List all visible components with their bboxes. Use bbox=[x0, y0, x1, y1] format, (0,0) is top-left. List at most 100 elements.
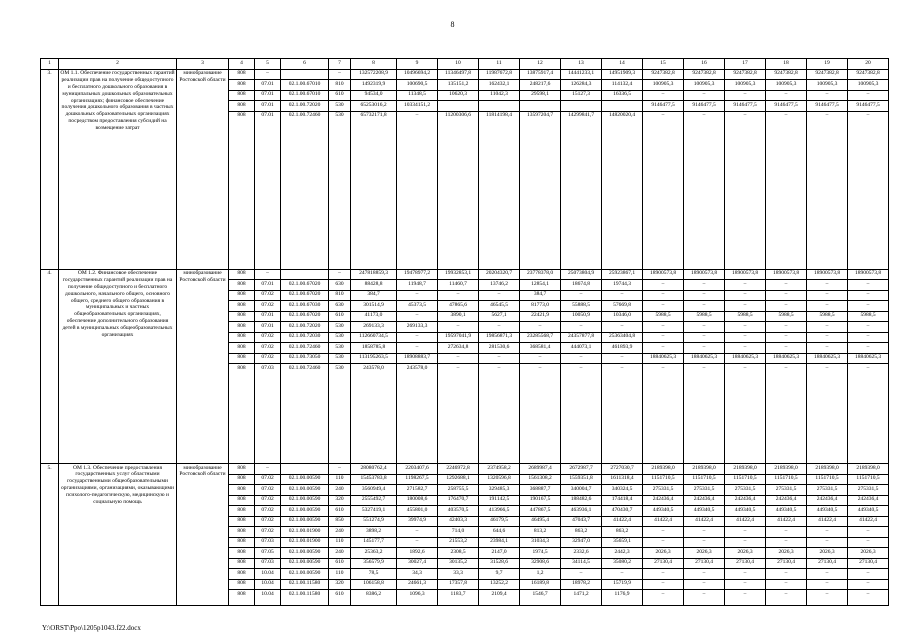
amount-cell: 2374958,2 bbox=[478, 463, 520, 475]
column-number: 13 bbox=[560, 58, 602, 70]
amount-cell: 18674,8 bbox=[560, 279, 602, 291]
rzpr-code: 07.01 bbox=[254, 110, 281, 270]
column-number: 2 bbox=[58, 58, 177, 70]
amount-cell: – bbox=[765, 89, 807, 101]
csr-code: 02.1.00.67010 bbox=[280, 79, 329, 91]
amount-cell: – bbox=[847, 342, 889, 354]
amount-cell: 449340,5 bbox=[683, 505, 725, 517]
amount-cell: – bbox=[642, 342, 684, 354]
amount-cell: – bbox=[642, 279, 684, 291]
amount-cell: 11200306,6 bbox=[437, 110, 479, 270]
amount-cell: 1561308,2 bbox=[519, 473, 561, 485]
amount-cell: 19744,3 bbox=[601, 279, 643, 291]
amount-cell: – bbox=[765, 526, 807, 538]
budget-line-row: 808 07.01 02.1.00.67020 610 41173,0–3890,1 56… bbox=[41, 310, 889, 322]
column-number: 9 bbox=[396, 58, 438, 70]
amount-cell: 1176,9 bbox=[601, 589, 643, 606]
csr-code: 02.1.00.67020 bbox=[280, 310, 329, 322]
amount-cell: – bbox=[724, 321, 766, 333]
budget-line-row: 808 07.02 02.1.00.72030 530 112660734,5–1959… bbox=[41, 331, 889, 343]
vr-code: 530 bbox=[328, 352, 351, 364]
amount-cell: 9146477,5 bbox=[724, 100, 766, 112]
amount-cell: – bbox=[683, 526, 725, 538]
amount-cell: 88428,8 bbox=[350, 279, 397, 291]
amount-cell: – bbox=[806, 526, 848, 538]
amount-cell: 2689987,4 bbox=[519, 463, 561, 475]
rzpr-code: 07.03 bbox=[254, 557, 281, 569]
amount-cell: – bbox=[560, 352, 602, 364]
amount-cell: 35659,1 bbox=[601, 536, 643, 548]
amount-cell: – bbox=[437, 289, 479, 301]
amount-cell: 5988,5 bbox=[642, 310, 684, 322]
amount-cell: – bbox=[683, 331, 725, 343]
amount-cell: – bbox=[724, 331, 766, 343]
amount-cell: 644,6 bbox=[478, 526, 520, 538]
grbs-code: 808 bbox=[228, 342, 255, 354]
amount-cell: 275331,5 bbox=[847, 484, 889, 496]
amount-cell: 17357,8 bbox=[437, 578, 479, 590]
amount-cell: 5988,5 bbox=[724, 310, 766, 322]
amount-cell: – bbox=[683, 89, 725, 101]
amount-cell: 470430,7 bbox=[601, 505, 643, 517]
budget-line-row: 808 10.04 02.1.00.11580 320 106158,8 24661,3 1… bbox=[41, 578, 889, 590]
amount-cell: – bbox=[765, 279, 807, 291]
amount-cell: 2308,5 bbox=[437, 547, 479, 559]
amount-cell: – bbox=[847, 331, 889, 343]
amount-cell: 100905,3 bbox=[847, 79, 889, 91]
amount-cell: – bbox=[437, 363, 479, 464]
column-number: 1 bbox=[40, 58, 59, 70]
vr-code: 610 bbox=[328, 310, 351, 322]
amount-cell: 176470,7 bbox=[437, 494, 479, 506]
amount-cell: 403570,5 bbox=[437, 505, 479, 517]
amount-cell: 413966,5 bbox=[478, 505, 520, 517]
vr-code: 530 bbox=[328, 363, 351, 464]
vr-code: 610 bbox=[328, 505, 351, 517]
amount-cell: – bbox=[642, 110, 684, 270]
amount-cell: – bbox=[642, 526, 684, 538]
grbs-code: 808 bbox=[228, 352, 255, 364]
amount-cell: 2727030,7 bbox=[601, 463, 643, 475]
amount-cell: 356579,9 bbox=[350, 557, 397, 569]
amount-cell: – bbox=[601, 321, 643, 333]
amount-cell: – bbox=[396, 110, 438, 270]
amount-cell: 20204320,7 bbox=[478, 268, 520, 280]
amount-cell: 281530,6 bbox=[478, 342, 520, 354]
amount-cell: 18978,2 bbox=[560, 578, 602, 590]
amount-cell: – bbox=[847, 289, 889, 301]
amount-cell: – bbox=[683, 300, 725, 312]
amount-cell: 275331,5 bbox=[683, 484, 725, 496]
executor: минобразование Ростовской области bbox=[176, 268, 229, 464]
amount-cell: 9146477,5 bbox=[765, 100, 807, 112]
amount-cell: – bbox=[806, 110, 848, 270]
amount-cell: 11460,7 bbox=[437, 279, 479, 291]
amount-cell: – bbox=[806, 289, 848, 301]
amount-cell: – bbox=[765, 331, 807, 343]
grbs-code: 808 bbox=[228, 100, 255, 112]
amount-cell: – bbox=[683, 536, 725, 548]
column-number: 11 bbox=[478, 58, 520, 70]
column-number: 6 bbox=[280, 58, 329, 70]
amount-cell: 42403,3 bbox=[437, 515, 479, 527]
column-number: 4 bbox=[228, 58, 255, 70]
amount-cell: – bbox=[806, 300, 848, 312]
amount-cell: 18840625,3 bbox=[765, 352, 807, 364]
amount-cell: 269133,3 bbox=[396, 321, 438, 333]
amount-cell: – bbox=[765, 321, 807, 333]
grbs-code: 808 bbox=[228, 536, 255, 548]
amount-cell: 100905,3 bbox=[683, 79, 725, 91]
amount-cell: – bbox=[683, 289, 725, 301]
amount-cell: – bbox=[806, 578, 848, 590]
column-number: 18 bbox=[765, 58, 807, 70]
grbs-code: 808 bbox=[228, 310, 255, 322]
amount-cell: – bbox=[847, 568, 889, 580]
amount-cell: 2203407,6 bbox=[396, 463, 438, 475]
amount-cell: 258755,5 bbox=[437, 484, 479, 496]
amount-cell: 449340,5 bbox=[724, 505, 766, 517]
vr-code: 320 bbox=[328, 494, 351, 506]
csr-code: 02.1.00.00590 bbox=[280, 547, 329, 559]
csr-code: 02.1.00.01900 bbox=[280, 526, 329, 538]
vr-code: 530 bbox=[328, 110, 351, 270]
amount-cell: 14299841,7 bbox=[560, 110, 602, 270]
amount-cell: 41422,4 bbox=[601, 515, 643, 527]
amount-cell: 18840625,3 bbox=[806, 352, 848, 364]
